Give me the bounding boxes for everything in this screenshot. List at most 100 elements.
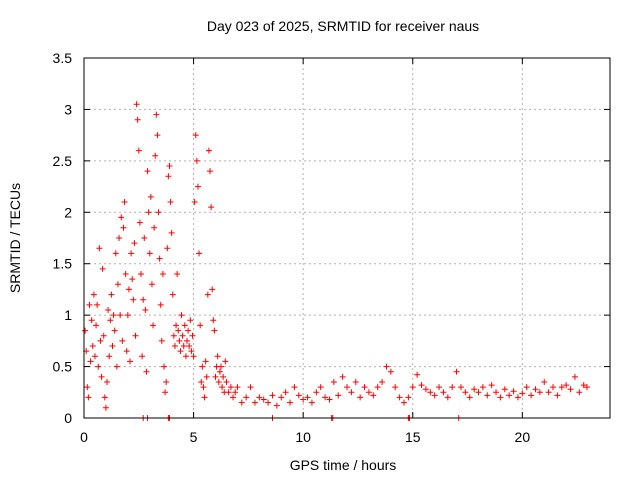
data-point — [158, 337, 165, 344]
data-point — [554, 392, 561, 399]
data-point — [181, 322, 188, 329]
data-point — [225, 389, 232, 396]
data-point — [95, 363, 102, 370]
data-points — [82, 101, 590, 421]
data-point — [157, 301, 164, 308]
data-point — [300, 396, 307, 403]
y-tick-label: 0 — [64, 410, 72, 426]
data-point — [150, 322, 157, 329]
data-point — [493, 389, 500, 396]
data-point — [409, 384, 416, 391]
data-point — [88, 317, 95, 324]
data-point — [112, 250, 119, 257]
data-point — [449, 384, 456, 391]
data-point — [304, 394, 311, 401]
data-point — [457, 384, 464, 391]
data-point — [119, 337, 126, 344]
data-point — [91, 353, 98, 360]
data-point — [558, 384, 565, 391]
data-point — [422, 386, 429, 393]
data-point — [87, 358, 94, 365]
y-tick-label: 3.5 — [53, 50, 73, 66]
data-point — [177, 348, 184, 355]
data-point — [308, 399, 315, 406]
data-point — [182, 353, 189, 360]
data-point — [165, 173, 172, 180]
data-point — [90, 291, 97, 298]
data-point — [169, 291, 176, 298]
data-point — [197, 322, 204, 329]
data-point — [418, 382, 425, 389]
data-point — [198, 379, 205, 385]
data-point — [471, 386, 478, 393]
data-point — [152, 152, 159, 159]
data-point — [348, 389, 355, 396]
data-point — [405, 394, 412, 401]
data-point — [89, 343, 96, 349]
y-tick-label: 0.5 — [53, 359, 73, 375]
data-point — [436, 384, 443, 391]
data-point — [122, 271, 129, 277]
data-point — [427, 389, 434, 396]
data-point — [174, 271, 181, 277]
data-point — [190, 353, 197, 360]
data-point — [191, 199, 198, 205]
x-tick-label: 5 — [190, 429, 198, 445]
data-point — [189, 332, 196, 339]
data-point — [176, 337, 183, 344]
data-point — [85, 394, 92, 401]
data-point — [173, 322, 180, 329]
data-point — [234, 384, 241, 391]
data-point — [186, 343, 193, 349]
data-point — [98, 373, 105, 380]
data-point — [93, 322, 100, 329]
data-point — [352, 379, 359, 385]
data-point — [116, 235, 123, 241]
data-point — [127, 358, 134, 365]
data-point — [143, 368, 150, 375]
data-point — [431, 392, 438, 399]
data-point — [162, 389, 169, 396]
data-point — [322, 394, 329, 401]
data-point — [141, 235, 148, 241]
data-point — [550, 384, 557, 391]
data-point — [501, 386, 508, 393]
data-point — [159, 271, 166, 277]
data-point — [326, 396, 333, 403]
data-point — [84, 384, 91, 391]
data-point — [178, 312, 185, 319]
data-point — [541, 379, 548, 385]
data-point — [563, 382, 570, 389]
data-point — [273, 402, 280, 409]
plot-frame — [83, 57, 611, 419]
data-point — [175, 327, 182, 334]
data-point — [204, 291, 211, 298]
data-point — [269, 392, 276, 399]
data-point — [396, 394, 403, 401]
data-point — [536, 389, 543, 396]
data-point — [148, 281, 155, 288]
data-point — [155, 209, 162, 216]
data-point — [185, 327, 192, 334]
data-point — [217, 363, 224, 370]
data-point — [86, 301, 93, 308]
data-point — [97, 337, 104, 344]
data-point — [166, 163, 173, 169]
data-point — [163, 379, 170, 385]
data-point — [110, 312, 117, 319]
grid — [84, 58, 610, 418]
data-point — [523, 384, 530, 391]
data-point — [357, 394, 364, 401]
data-point — [414, 371, 421, 378]
data-point — [374, 384, 381, 391]
data-point — [210, 317, 217, 324]
x-tick-label: 15 — [405, 429, 421, 445]
data-point — [201, 394, 208, 401]
data-point — [136, 219, 143, 226]
data-point — [130, 296, 137, 303]
data-point — [147, 193, 154, 200]
data-point — [453, 368, 460, 375]
data-point — [365, 389, 372, 396]
data-point — [184, 337, 191, 344]
data-point — [278, 394, 285, 401]
